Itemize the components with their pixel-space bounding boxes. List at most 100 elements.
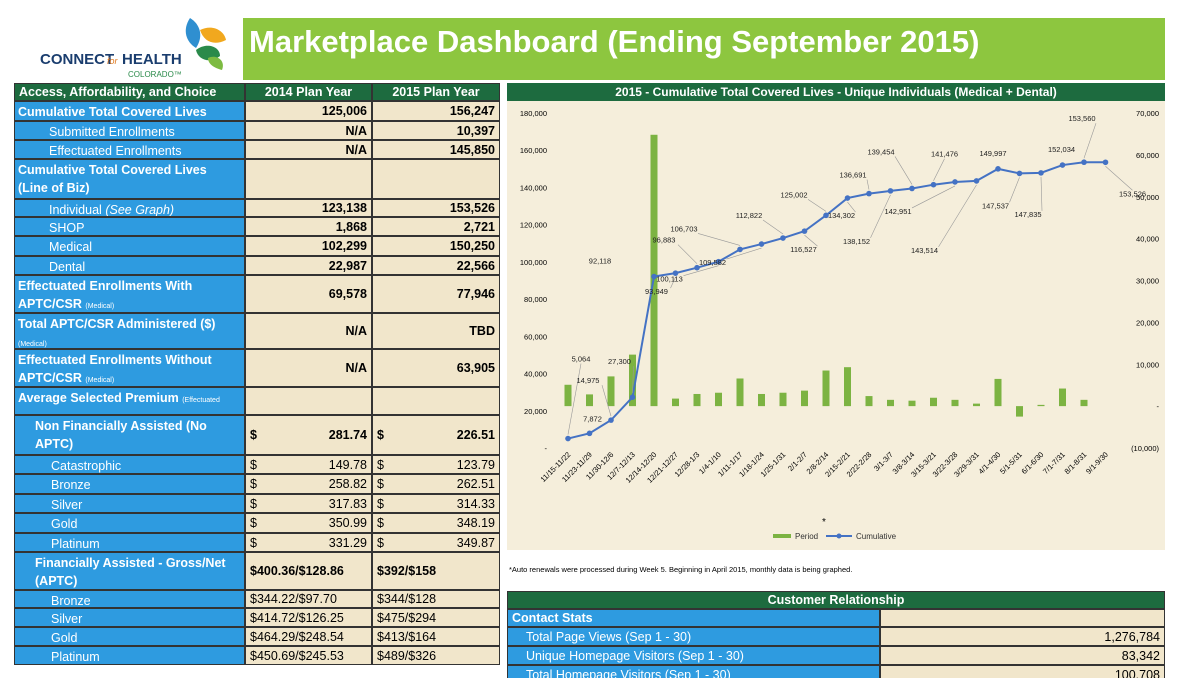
row-label: Gold [14, 513, 245, 533]
period-bar [930, 397, 937, 407]
value-cell: $317.83 [245, 494, 372, 513]
label-text: Bronze [51, 478, 91, 492]
label-note: (Medical) [85, 377, 115, 384]
cell-text: 10,397 [456, 123, 495, 138]
data-label: 5,064 [572, 355, 591, 364]
dashboard-title: Marketplace Dashboard (Ending September … [249, 24, 980, 59]
stat-label: Total Homepage Visitors (Sep 1 - 30) [507, 665, 880, 678]
legend-label: Period [795, 532, 818, 541]
period-bar [973, 403, 980, 407]
cumulative-point [866, 190, 872, 197]
period-bar [801, 390, 808, 407]
label-leader [601, 385, 612, 417]
footnote: *Auto renewals were processed during Wee… [509, 565, 853, 574]
value-cell [245, 387, 372, 415]
data-label: 112,822 [736, 211, 763, 220]
period-bar [715, 392, 722, 407]
data-label: 153,560 [1068, 114, 1095, 123]
amount: 258.82 [328, 477, 367, 491]
cumulative-point [715, 258, 722, 265]
period-bar [607, 376, 615, 407]
label-leader [894, 156, 913, 185]
stat-value: 100,708 [880, 665, 1165, 678]
value-cell: $413/$164 [372, 627, 500, 646]
label-text: Dental [49, 260, 86, 274]
logo-connect: CONNECT [40, 51, 114, 68]
label-text: Catastrophic [51, 459, 122, 473]
cumulative-point [844, 195, 851, 201]
label-text: Medical [49, 240, 93, 254]
data-label: 14,975 [577, 376, 600, 385]
data-label: 7,872 [583, 414, 602, 423]
label-text: Individual [49, 203, 102, 217]
metrics-table: Access, Affordability, and Choice 2014 Pl… [14, 83, 500, 666]
row-label: Effectuated Enrollments Without APTC/CSR… [14, 349, 245, 387]
label-text: Cumulative Total Covered Lives (Line of … [18, 163, 207, 195]
row-label: Catastrophic [14, 455, 245, 474]
row-label: Bronze [14, 590, 245, 608]
section-title: Customer Relationship [507, 591, 1165, 609]
label-leader [677, 244, 698, 264]
chart: 2015 - Cumulative Total Covered Lives - … [507, 83, 1165, 550]
y2-tick-label: (10,000) [1131, 444, 1159, 453]
period-bar [736, 378, 744, 407]
row-label: Cumulative Total Covered Lives (Line of … [14, 159, 245, 199]
value-cell: $400.36/$128.86 [245, 552, 372, 590]
value-cell: $450.69/$245.53 [245, 646, 372, 665]
amount: 314.33 [456, 496, 495, 511]
logo-state: COLORADO™ [128, 70, 182, 79]
chart-background [507, 83, 1165, 550]
section-label: Contact Stats [507, 609, 880, 627]
data-label: 147,835 [1014, 210, 1041, 219]
y-tick-label: 160,000 [520, 146, 547, 155]
stat-label: Unique Homepage Visitors (Sep 1 - 30) [507, 646, 880, 665]
cell-text: 156,247 [449, 104, 495, 118]
value-cell: 145,850 [372, 140, 500, 159]
cumulative-point [801, 228, 808, 234]
row-label: Platinum [14, 533, 245, 552]
y-tick-label: 20,000 [524, 407, 547, 416]
cumulative-point [823, 212, 829, 219]
y-tick-label: 180,000 [520, 109, 547, 118]
cumulative-point [1016, 170, 1023, 177]
value-cell: N/A [245, 140, 372, 159]
cumulative-point [565, 435, 571, 442]
cumulative-point [758, 241, 765, 247]
value-cell: $475/$294 [372, 608, 500, 627]
row-label: Silver [14, 608, 245, 627]
cell-text: 22,566 [456, 258, 495, 273]
row-label: Non Financially Assisted (No APTC) [14, 415, 245, 455]
cumulative-point [1102, 159, 1109, 166]
data-label: 92,118 [589, 257, 611, 266]
y-tick-label: 80,000 [524, 295, 547, 304]
currency-symbol: $ [250, 535, 257, 550]
value-cell: 150,250 [372, 236, 500, 256]
title-band: Marketplace Dashboard (Ending September … [243, 18, 1165, 80]
amount: 331.29 [328, 535, 367, 550]
cumulative-point [995, 166, 1001, 172]
row-label: Medical [14, 236, 245, 256]
y-tick-label: 140,000 [520, 183, 547, 192]
cell-text: 22,987 [328, 258, 367, 273]
label-leader [683, 265, 719, 276]
y-tick-label: - [545, 444, 548, 453]
value-cell [372, 387, 500, 415]
value-cell: 22,987 [245, 256, 372, 275]
annotation: * [822, 517, 826, 528]
period-bar [672, 398, 679, 407]
amount: 317.83 [328, 496, 367, 511]
period-bar [779, 392, 787, 407]
cell-text: $392/$158 [377, 564, 437, 578]
label-leader [726, 247, 762, 260]
label-leader [938, 184, 977, 248]
data-label: 116,527 [790, 245, 817, 254]
cell-text: 102,299 [321, 239, 367, 253]
legend-label: Cumulative [856, 532, 897, 541]
cumulative-point [780, 235, 786, 241]
y-tick-label: 100,000 [520, 258, 547, 267]
label-note: (Medical) [18, 341, 47, 348]
value-cell: N/A [245, 313, 372, 349]
customer-table: Customer Relationship Contact Stats Total … [507, 591, 1165, 678]
data-label: 147,537 [982, 201, 1009, 210]
